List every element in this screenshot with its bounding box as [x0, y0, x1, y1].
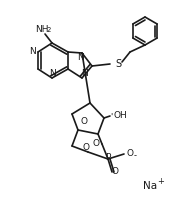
Text: N: N — [82, 69, 88, 78]
Text: O: O — [92, 140, 99, 149]
Text: ': ' — [110, 112, 112, 122]
Text: O: O — [83, 143, 89, 153]
Text: OH: OH — [113, 111, 127, 120]
Text: +: + — [158, 176, 164, 185]
Text: O: O — [80, 116, 87, 125]
Text: 2: 2 — [47, 27, 51, 33]
Text: Na: Na — [143, 181, 157, 191]
Text: -: - — [133, 151, 136, 160]
Text: N: N — [30, 48, 36, 57]
Text: N: N — [49, 69, 55, 78]
Text: O: O — [127, 149, 133, 157]
Text: S: S — [115, 59, 121, 69]
Text: O: O — [111, 166, 118, 175]
Text: NH: NH — [35, 24, 49, 33]
Text: N: N — [77, 53, 83, 62]
Text: P: P — [105, 153, 111, 163]
